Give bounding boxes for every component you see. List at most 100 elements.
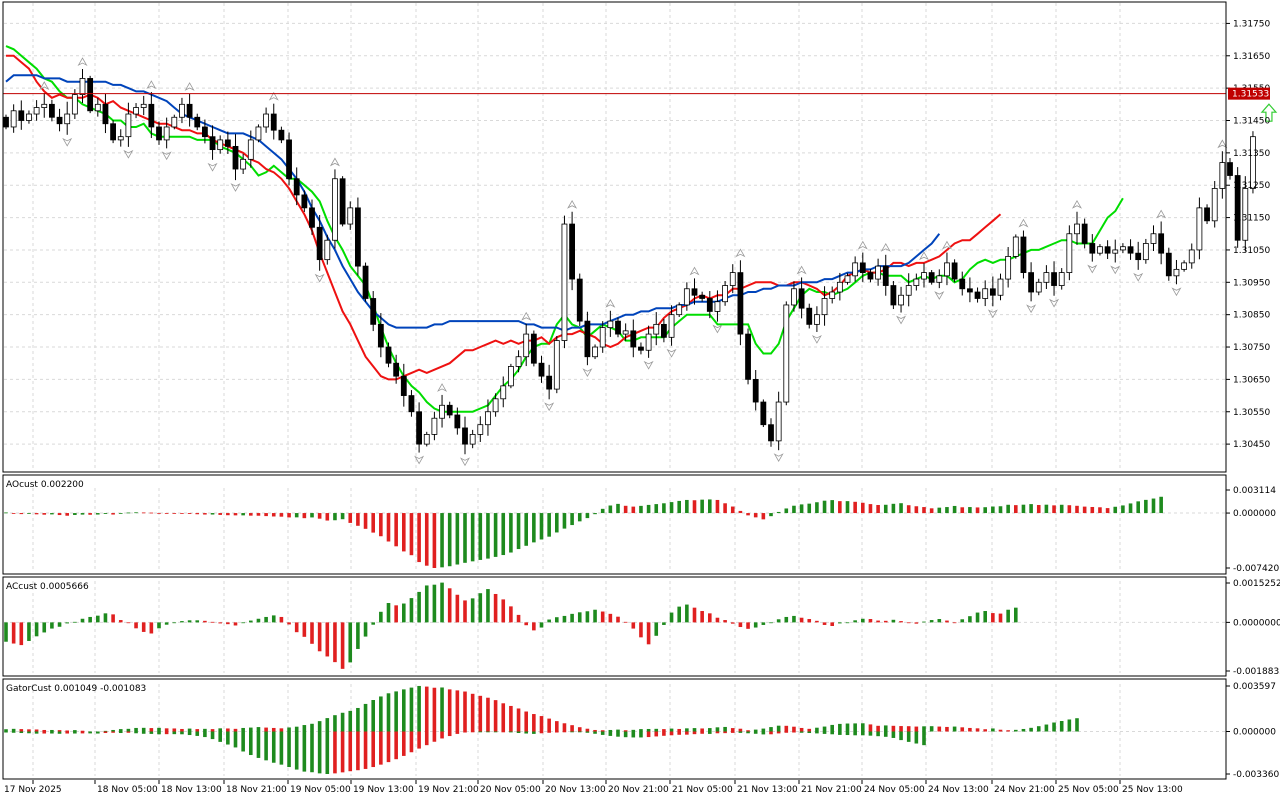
ao-bar	[906, 505, 911, 514]
ao-bar	[1036, 504, 1041, 514]
ao-bar	[203, 513, 207, 515]
ac-bar	[50, 622, 54, 629]
price-tick-label: 1.30950	[1233, 278, 1270, 288]
candle	[309, 199, 315, 235]
ac-bar	[486, 589, 490, 623]
ao-indicator-pane[interactable]: AOcust 0.002200	[2, 474, 1227, 575]
gator-upper-bar	[447, 689, 452, 732]
gator-lower-bar	[325, 731, 330, 774]
gator-upper-bar	[11, 728, 16, 732]
gator-upper-bar	[616, 729, 620, 732]
gator-upper-bar	[524, 711, 528, 732]
ac-bar	[302, 622, 307, 637]
ao-bar	[226, 513, 230, 516]
ac-bar	[195, 620, 200, 623]
gator-upper-bar	[210, 729, 215, 732]
candle	[469, 429, 476, 449]
candle	[576, 273, 583, 327]
ao-bar	[80, 513, 85, 515]
candle	[179, 97, 185, 124]
ao-bar	[891, 503, 896, 514]
candle	[661, 318, 667, 343]
ao-bar	[662, 503, 666, 514]
candle	[400, 363, 407, 407]
candle	[301, 190, 308, 212]
candle	[829, 286, 836, 304]
candle	[1104, 240, 1111, 260]
fractal-up-icon	[941, 240, 952, 250]
gator-upper-bar	[340, 712, 345, 732]
ac-bar	[685, 604, 689, 623]
time-label: 19 Nov 05:00	[290, 785, 351, 795]
price-tick-label: 1.30650	[1233, 375, 1270, 385]
candle	[645, 325, 652, 358]
gator-upper-bar	[486, 697, 490, 732]
candle	[546, 364, 553, 400]
ao-bar	[310, 513, 314, 518]
ao-bar	[1044, 504, 1049, 514]
price-pane[interactable]	[2, 1, 1278, 473]
gator-upper-bar	[371, 700, 375, 732]
gator-lower-bar	[294, 731, 299, 770]
gator-lower-bar	[922, 731, 926, 746]
indicator-tick-label: 0.003597	[1233, 682, 1276, 692]
ac-bar	[524, 622, 528, 626]
ac-bar	[417, 591, 421, 623]
ao-bar	[470, 513, 475, 562]
time-label: 20 Nov 05:00	[480, 785, 541, 795]
gator-upper-bar	[493, 700, 498, 732]
gator-lower-bar	[19, 731, 24, 734]
gator-lower-bar	[677, 731, 681, 735]
ac-bar	[172, 622, 177, 624]
candle	[286, 132, 292, 186]
ao-bar	[723, 503, 727, 514]
gator-lower-bar	[73, 731, 77, 734]
candle	[1058, 268, 1065, 290]
candle	[156, 121, 162, 145]
time-label: 25 Nov 05:00	[1058, 785, 1119, 795]
fractal-down-icon	[544, 402, 555, 412]
ac-bar	[937, 619, 942, 623]
ac-bar	[203, 620, 207, 623]
time-label: 20 Nov 13:00	[545, 785, 606, 795]
candle	[791, 281, 797, 312]
ac-title: ACcust 0.0005666	[6, 582, 89, 592]
ao-bar	[164, 513, 169, 514]
ao-bar	[776, 511, 781, 514]
gator-upper-bar	[753, 729, 758, 732]
ao-bar	[455, 513, 460, 565]
candle	[997, 273, 1004, 301]
ao-bar	[424, 513, 429, 566]
fractal-up-icon	[735, 248, 746, 258]
ac-bar	[394, 605, 398, 623]
ao-bar	[623, 505, 628, 514]
candle	[1112, 239, 1119, 263]
ac-bar	[616, 616, 620, 623]
gator-lower-bar	[27, 731, 31, 734]
candle	[110, 120, 116, 144]
ac-bar	[577, 612, 582, 623]
signal-arrow-icon	[1260, 103, 1278, 122]
candle	[653, 312, 660, 346]
ao-bar	[118, 513, 123, 514]
candle	[898, 286, 904, 313]
gator-lower-bar	[302, 731, 307, 772]
gator-indicator-pane[interactable]: GatorCust 0.001049 -0.001083	[2, 678, 1227, 780]
gator-lower-bar	[555, 731, 559, 733]
gator-upper-bar	[784, 725, 789, 732]
gator-lower-bar	[669, 731, 674, 736]
time-label: 20 Nov 21:00	[608, 785, 669, 795]
gator-lower-bar	[845, 731, 850, 736]
ao-bar	[432, 513, 437, 568]
candle	[148, 92, 155, 139]
candle	[561, 215, 568, 349]
ac-indicator-pane[interactable]: ACcust 0.0005666	[2, 576, 1227, 677]
ao-bar	[241, 513, 245, 516]
ao-bar	[1067, 505, 1072, 514]
gator-lower-bar	[195, 731, 200, 736]
ac-bar	[700, 611, 704, 623]
ac-bar	[776, 619, 781, 623]
gator-lower-bar	[776, 731, 781, 734]
candle	[622, 323, 629, 341]
gator-upper-bar	[555, 721, 559, 732]
